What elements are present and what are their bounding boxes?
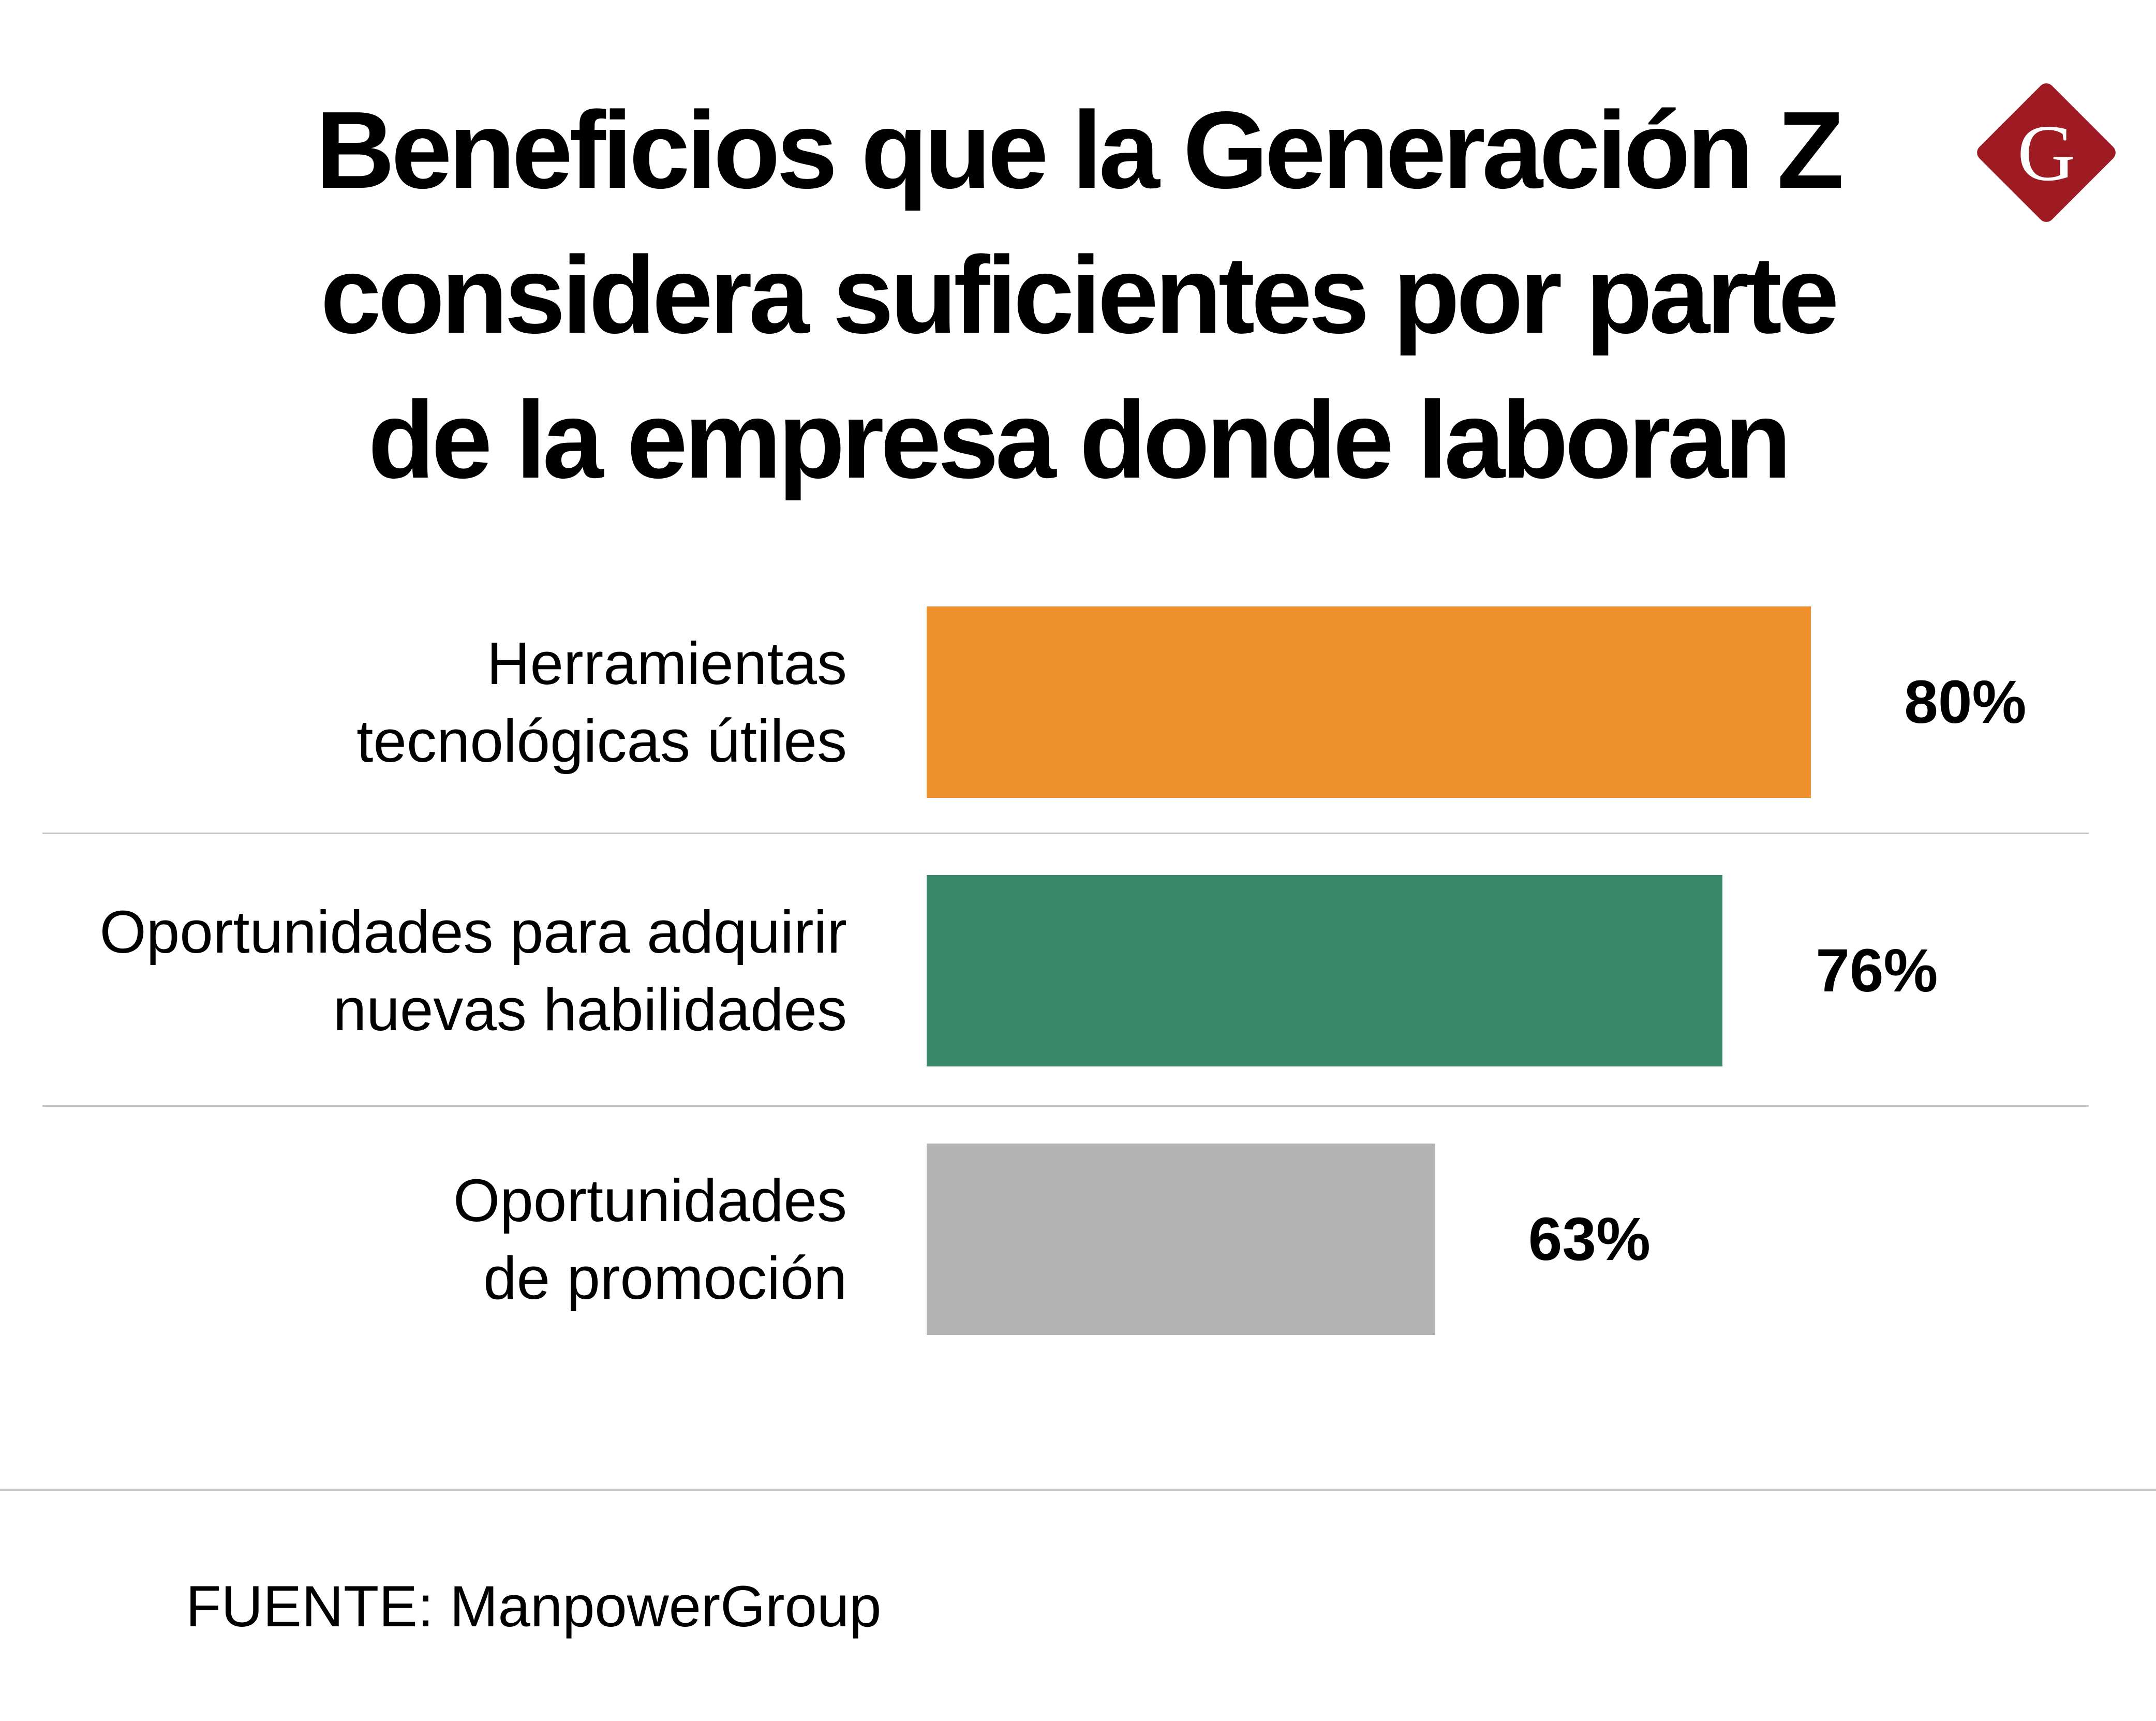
bar [927,1144,1435,1335]
chart-title: Beneficios que la Generación Z considera… [0,78,2156,512]
row-divider [42,1105,2089,1107]
title-line-2: considera suficientes por parte [320,233,1839,356]
source-note: FUENTE: ManpowerGroup [186,1574,882,1639]
footer-divider [0,1489,2156,1491]
svg-text:G: G [2017,109,2075,198]
value-label: 80% [1904,668,2027,736]
title-line-3: de la empresa donde laboran [368,378,1792,501]
title-line-1: Beneficios que la Generación Z [315,88,1844,211]
category-label: Herramientas tecnológicas útiles [19,625,847,780]
category-label: Oportunidades de promoción [19,1162,847,1317]
row-divider [42,833,2089,834]
category-label-line: Herramientas [486,630,847,697]
publisher-logo-icon: G [1977,83,2116,222]
value-label: 63% [1528,1205,1651,1273]
category-label-line: Oportunidades para adquirir [99,898,847,966]
category-label-line: tecnológicas útiles [356,707,847,775]
value-label: 76% [1816,937,1938,1005]
category-label-line: Oportunidades [453,1167,847,1234]
bar [927,875,1723,1066]
category-label-line: nuevas habilidades [333,976,847,1043]
bar [927,606,1811,798]
category-label-line: de promoción [483,1244,847,1312]
category-label: Oportunidades para adquirir nuevas habili… [19,893,847,1048]
